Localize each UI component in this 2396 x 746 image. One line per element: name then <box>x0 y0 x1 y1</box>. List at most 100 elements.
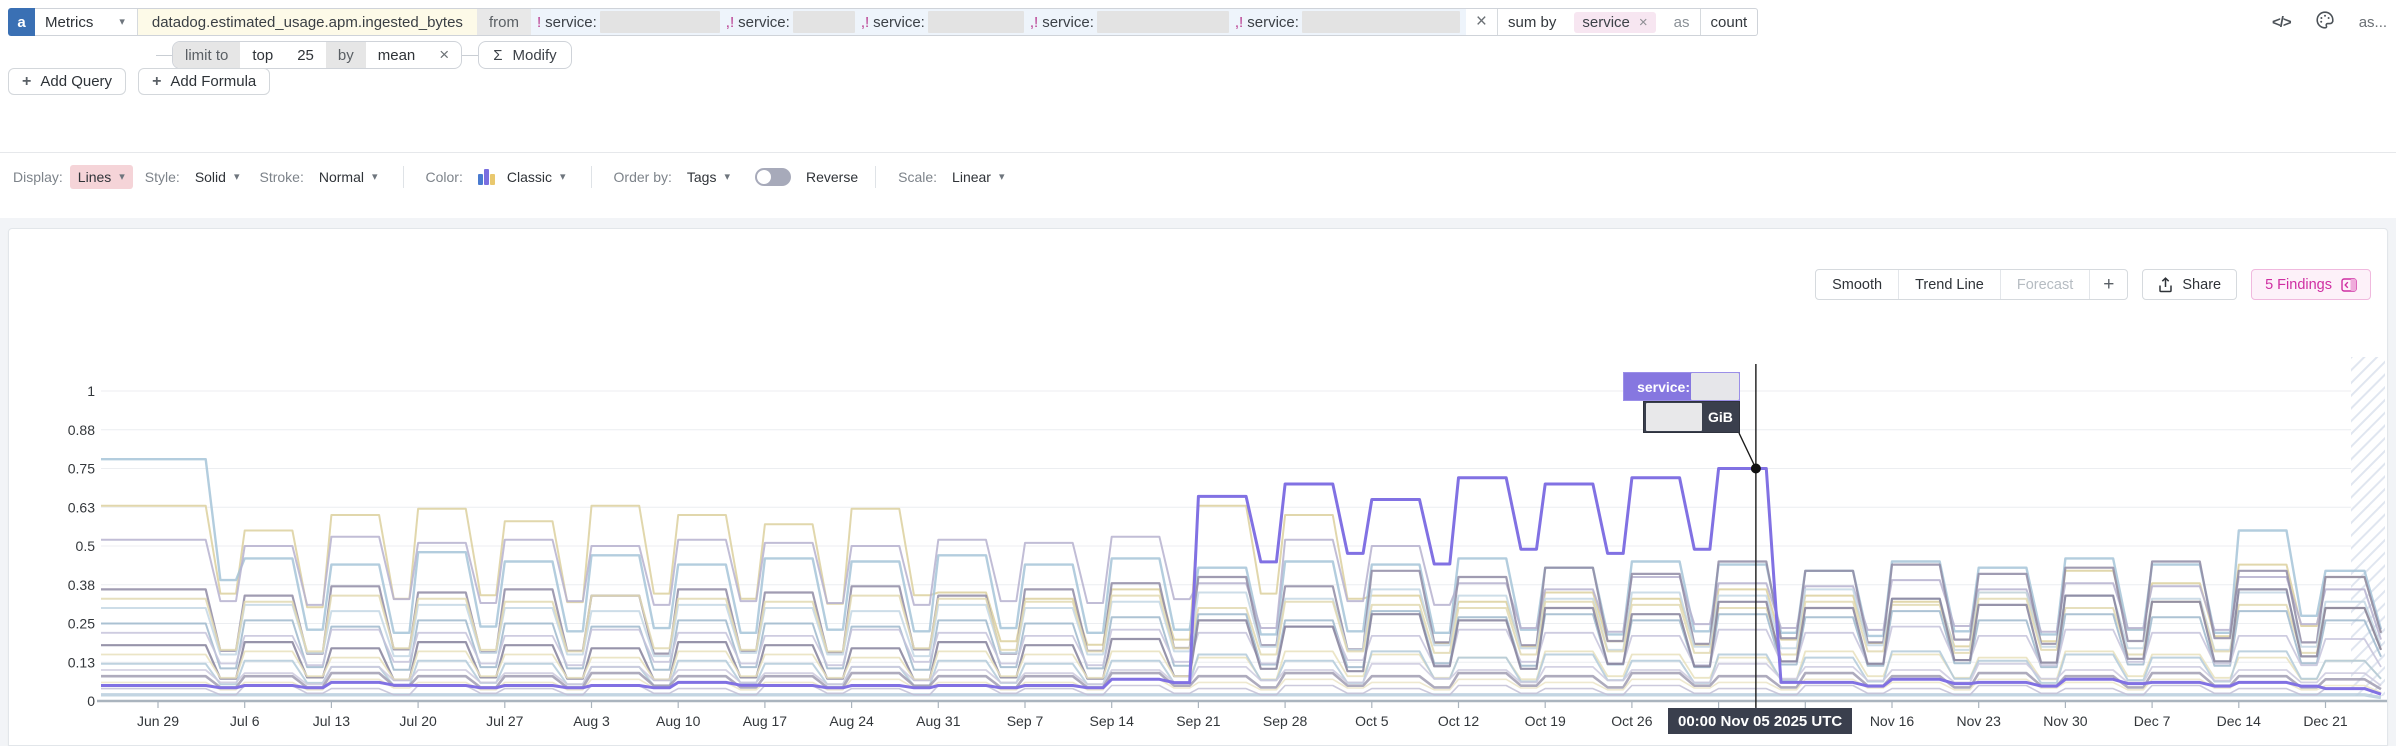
sum-by-keyword[interactable]: sum by <box>1497 9 1566 35</box>
as-unit-value[interactable]: count <box>1699 9 1758 35</box>
limit-to-keyword: limit to <box>173 42 241 68</box>
share-icon <box>2159 276 2173 292</box>
actions-row: + Add Query + Add Formula <box>8 68 271 95</box>
limit-count-value[interactable]: 25 <box>297 46 314 64</box>
options-divider <box>875 166 877 188</box>
color-label: Color: <box>425 169 463 185</box>
palette-icon[interactable] <box>2315 10 2335 34</box>
stroke-label: Stroke: <box>259 169 304 185</box>
modify-button[interactable]: Σ Modify <box>478 41 572 69</box>
stroke-dropdown[interactable]: Normal ▾ <box>311 165 386 189</box>
svg-text:Aug 24: Aug 24 <box>829 713 874 729</box>
svg-text:1: 1 <box>87 383 95 399</box>
forecast-button[interactable]: Forecast <box>2001 270 2091 299</box>
stroke-value: Normal <box>318 169 364 185</box>
filter-key: service: <box>738 13 790 31</box>
code-view-icon[interactable]: </> <box>2272 13 2292 31</box>
chevron-down-icon: ▾ <box>119 15 125 28</box>
order-by-label: Order by: <box>613 169 672 185</box>
svg-text:0.5: 0.5 <box>76 538 96 554</box>
smooth-button[interactable]: Smooth <box>1816 270 1900 299</box>
svg-text:Oct 19: Oct 19 <box>1525 713 1566 729</box>
tooltip-unit: GiB <box>1708 409 1733 425</box>
filter-item[interactable]: ,! service: <box>1233 11 1462 33</box>
chevron-down-icon: ▾ <box>724 170 730 183</box>
clear-filters-icon[interactable]: × <box>1475 11 1488 32</box>
svg-text:0.75: 0.75 <box>68 461 95 477</box>
svg-text:Jun 29: Jun 29 <box>137 713 179 729</box>
style-label: Style: <box>144 169 180 185</box>
svg-text:Jul 6: Jul 6 <box>230 713 260 729</box>
limit-agg-value[interactable]: mean <box>377 46 416 64</box>
findings-button[interactable]: 5 Findings <box>2251 269 2371 300</box>
filter-value-redacted <box>792 11 855 33</box>
timeseries-chart[interactable]: 1 0.88 0.75 0.63 0.5 0.38 0.25 0.13 0 Jun 29 Jul 6… <box>9 229 2388 746</box>
display-label: Display: <box>13 169 63 185</box>
color-dropdown[interactable]: Classic ▾ <box>470 165 574 189</box>
svg-text:Aug 17: Aug 17 <box>743 713 788 729</box>
svg-text:Aug 31: Aug 31 <box>916 713 961 729</box>
svg-text:Sep 21: Sep 21 <box>1176 713 1221 729</box>
group-by-tag-label: service <box>1582 13 1630 31</box>
limit-direction-value[interactable]: top <box>252 46 274 64</box>
remove-tag-icon[interactable]: × <box>1638 13 1648 31</box>
reverse-toggle[interactable] <box>754 168 791 186</box>
data-source-label: Metrics <box>45 13 94 31</box>
svg-text:Sep 28: Sep 28 <box>1263 713 1308 729</box>
filter-value-redacted <box>927 11 1024 33</box>
options-divider <box>402 166 404 188</box>
add-formula-button[interactable]: + Add Formula <box>138 68 271 95</box>
add-overlay-button[interactable]: + <box>2103 273 2115 295</box>
style-dropdown[interactable]: Solid ▾ <box>187 165 248 189</box>
order-by-dropdown[interactable]: Tags ▾ <box>679 165 738 189</box>
filter-list[interactable]: ! service: ,! service: ,! service: ,! se… <box>530 9 1466 35</box>
group-by-tag-container: service × <box>1566 9 1663 35</box>
tree-connector <box>156 54 172 56</box>
findings-label: 5 Findings <box>2265 276 2332 293</box>
color-value: Classic <box>506 169 552 185</box>
side-panel-icon <box>2341 277 2357 292</box>
limit-to-pill[interactable]: limit to top 25 by mean × <box>172 41 463 69</box>
chart-toolbar: Smooth Trend Line Forecast + Share 5 Fin… <box>1815 269 2371 300</box>
hover-tooltip-series: service: <box>1623 372 1740 401</box>
metric-name-input[interactable]: datadog.estimated_usage.apm.ingested_byt… <box>137 9 477 35</box>
svg-text:Aug 10: Aug 10 <box>656 713 701 729</box>
remove-limit-icon[interactable]: × <box>439 45 450 64</box>
filter-negation: ,! <box>1234 13 1244 31</box>
filter-key: service: <box>873 13 925 31</box>
svg-text:Jul 27: Jul 27 <box>486 713 524 729</box>
display-type-dropdown[interactable]: Lines ▾ <box>69 165 133 189</box>
sigma-icon: Σ <box>493 46 503 64</box>
display-options-row: Display: Lines ▾ Style: Solid ▾ Stroke: … <box>8 163 1013 191</box>
chart-card: Smooth Trend Line Forecast + Share 5 Fin… <box>8 228 2388 746</box>
alias-hint[interactable]: as... <box>2358 13 2388 31</box>
svg-text:Oct 5: Oct 5 <box>1355 713 1389 729</box>
share-button[interactable]: Share <box>2142 269 2238 300</box>
from-keyword: from <box>476 9 531 35</box>
svg-text:Nov 30: Nov 30 <box>2043 713 2088 729</box>
chevron-down-icon: ▾ <box>119 170 125 183</box>
modify-label: Modify <box>512 46 557 64</box>
as-keyword: as <box>1673 13 1690 31</box>
filter-item[interactable]: ,! service: <box>1028 11 1231 33</box>
svg-text:Oct 26: Oct 26 <box>1611 713 1652 729</box>
crosshair-time-badge: 00:00 Nov 05 2025 UTC <box>1668 707 1853 734</box>
filter-item[interactable]: ,! service: <box>724 11 857 33</box>
svg-text:Sep 14: Sep 14 <box>1090 713 1135 729</box>
options-divider <box>590 166 592 188</box>
data-source-dropdown[interactable]: Metrics ▾ <box>35 9 138 35</box>
scale-dropdown[interactable]: Linear ▾ <box>944 165 1012 189</box>
query-editor: Metrics ▾ datadog.estimated_usage.apm.in… <box>35 8 1759 36</box>
trend-line-button[interactable]: Trend Line <box>1899 270 2001 299</box>
limit-row: limit to top 25 by mean × Σ Modify <box>156 41 572 69</box>
svg-text:0.13: 0.13 <box>68 654 95 670</box>
add-query-button[interactable]: + Add Query <box>8 68 127 95</box>
svg-text:Aug 3: Aug 3 <box>573 713 610 729</box>
chart-mode-button-group: Smooth Trend Line Forecast + <box>1815 269 2129 300</box>
query-right-icons: </> as... <box>2272 10 2387 34</box>
filter-item[interactable]: ! service: <box>535 11 722 33</box>
filter-item[interactable]: ,! service: <box>859 11 1026 33</box>
color-palette-swatch-icon <box>477 169 495 185</box>
group-by-tag-pill[interactable]: service × <box>1574 11 1656 33</box>
svg-text:0.88: 0.88 <box>68 422 95 438</box>
